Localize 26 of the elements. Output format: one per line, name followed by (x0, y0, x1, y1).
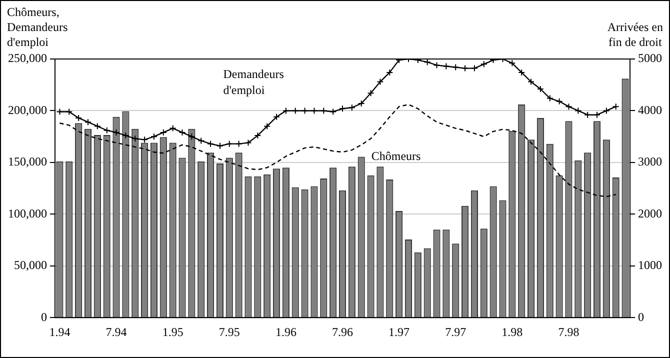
y-tick-label: 50,000 (14, 258, 47, 272)
y-tick-label: 100,000 (8, 206, 47, 220)
x-tick-label: 1.96 (275, 324, 296, 339)
y-tick-label: 0 (41, 310, 47, 324)
x-tick-label: 7.95 (218, 324, 240, 339)
x-tick-label: 7.96 (332, 324, 353, 339)
y2-axis-title: Arrivées en fin de droit (607, 20, 663, 50)
y2-tick-label: 1000 (638, 258, 662, 272)
y-tick-label: 200,000 (8, 102, 47, 117)
y2-tick-label: 0 (638, 310, 644, 324)
y2-tick-label: 4000 (638, 102, 662, 117)
x-tick-label: 1.98 (502, 324, 523, 339)
x-tick-label: 1.94 (49, 324, 70, 339)
x-tick-label: 7.97 (445, 324, 466, 339)
series-label: Chômeurs (371, 149, 422, 164)
series-label: Demandeurs d'emploi (223, 67, 284, 98)
y2-tick-label: 5000 (638, 51, 662, 66)
y-axis-title: Chômeurs, Demandeurs d'emploi (7, 5, 68, 50)
x-tick-label: 1.97 (388, 324, 410, 339)
y-tick-label: 250,000 (8, 51, 47, 66)
y2-tick-label: 3000 (638, 154, 662, 169)
y-tick-label: 150,000 (8, 154, 47, 169)
x-tick-label: 7.98 (558, 324, 580, 339)
x-tick-label: 7.94 (106, 324, 127, 339)
x-tick-label: 1.95 (162, 324, 184, 339)
y2-tick-label: 2000 (638, 206, 662, 220)
